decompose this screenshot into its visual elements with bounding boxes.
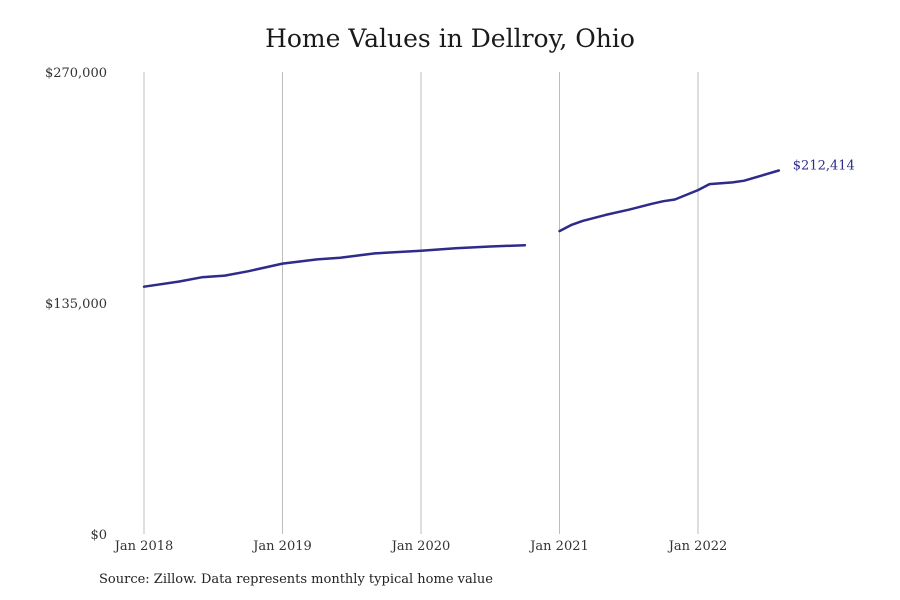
- y-axis-ticks: $0 $135,000 $270,000: [45, 66, 107, 543]
- x-axis-ticks: Jan 2018 Jan 2019 Jan 2020 Jan 2021 Jan 2022: [113, 539, 728, 554]
- end-value-label: $212,414: [793, 159, 855, 174]
- x-tick-label: Jan 2019: [251, 539, 312, 554]
- x-tick-label: Jan 2020: [390, 539, 451, 554]
- series-line-segment-0: [142, 243, 527, 288]
- x-tick-label: Jan 2022: [667, 539, 728, 554]
- x-tick-label: Jan 2021: [528, 539, 589, 554]
- source-note: Source: Zillow. Data represents monthly …: [99, 572, 493, 587]
- y-tick-label: $270,000: [45, 66, 107, 81]
- x-tick-label: Jan 2018: [113, 539, 174, 554]
- y-tick-label: $0: [90, 528, 107, 543]
- y-tick-label: $135,000: [45, 297, 107, 312]
- series-lines: [142, 169, 781, 288]
- chart-title: Home Values in Dellroy, Ohio: [265, 24, 635, 53]
- series-line-segment-1: [558, 169, 781, 233]
- gridlines: [143, 72, 699, 534]
